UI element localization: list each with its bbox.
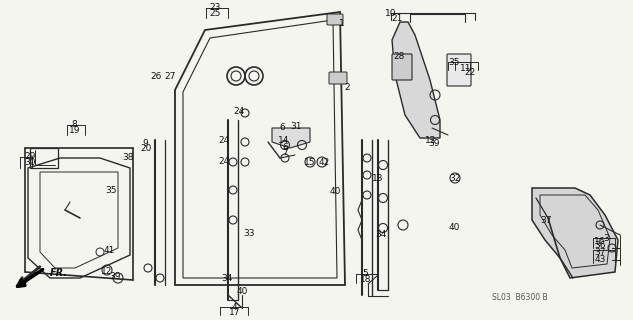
Text: 18: 18 xyxy=(360,276,371,284)
Text: 38: 38 xyxy=(123,153,134,162)
Text: 6: 6 xyxy=(282,143,288,152)
Text: 9: 9 xyxy=(142,139,149,148)
Text: 22: 22 xyxy=(464,68,475,77)
Text: 40: 40 xyxy=(330,187,341,196)
Text: 42: 42 xyxy=(318,158,330,167)
Text: 36: 36 xyxy=(594,241,606,250)
Text: 37: 37 xyxy=(594,248,606,257)
Text: 24: 24 xyxy=(234,107,245,116)
Text: 12: 12 xyxy=(101,267,112,276)
Text: 6: 6 xyxy=(279,123,285,132)
Text: 34: 34 xyxy=(221,274,232,283)
Text: 3: 3 xyxy=(603,234,609,243)
FancyBboxPatch shape xyxy=(392,54,412,80)
Text: 2: 2 xyxy=(344,84,349,92)
Text: 16: 16 xyxy=(594,237,606,246)
Polygon shape xyxy=(532,188,618,278)
FancyBboxPatch shape xyxy=(447,54,471,86)
Text: 5: 5 xyxy=(362,269,368,278)
Text: 14: 14 xyxy=(278,136,289,145)
Text: 27: 27 xyxy=(164,72,175,81)
Text: 40: 40 xyxy=(449,223,460,232)
Text: 31: 31 xyxy=(291,122,302,131)
Text: 34: 34 xyxy=(375,230,387,239)
Text: 33: 33 xyxy=(244,229,255,238)
Text: 43: 43 xyxy=(594,255,606,264)
Text: 24: 24 xyxy=(218,157,230,166)
Text: 12: 12 xyxy=(425,136,436,145)
Text: 41: 41 xyxy=(104,246,115,255)
Text: 24: 24 xyxy=(218,136,230,145)
Text: 26: 26 xyxy=(151,72,162,81)
Text: 17: 17 xyxy=(229,308,240,317)
FancyBboxPatch shape xyxy=(327,14,343,25)
Text: 8: 8 xyxy=(72,120,78,129)
Text: 25: 25 xyxy=(210,9,221,18)
Text: 15: 15 xyxy=(304,158,316,167)
Polygon shape xyxy=(392,22,440,138)
Text: 4: 4 xyxy=(232,303,237,312)
Text: 39: 39 xyxy=(110,272,121,281)
Polygon shape xyxy=(272,128,310,148)
Text: SL03  B6300 B: SL03 B6300 B xyxy=(492,293,548,302)
Text: 19: 19 xyxy=(69,126,80,135)
FancyBboxPatch shape xyxy=(329,72,347,84)
Text: 39: 39 xyxy=(428,140,439,148)
Text: 20: 20 xyxy=(140,144,151,153)
Text: 28: 28 xyxy=(393,52,404,61)
Text: 21: 21 xyxy=(392,14,403,23)
Text: 13: 13 xyxy=(372,174,383,183)
Text: 29: 29 xyxy=(25,152,36,161)
Text: 10: 10 xyxy=(385,9,397,18)
Text: 40: 40 xyxy=(236,287,248,296)
Text: 35: 35 xyxy=(449,58,460,67)
Text: 37: 37 xyxy=(540,216,551,225)
Text: FR.: FR. xyxy=(50,268,68,278)
Text: 32: 32 xyxy=(449,174,460,183)
Text: 11: 11 xyxy=(460,64,471,73)
Text: 23: 23 xyxy=(210,4,221,12)
Text: 35: 35 xyxy=(106,186,117,195)
Text: 30: 30 xyxy=(25,158,36,167)
Text: 7: 7 xyxy=(282,148,288,157)
Text: 1: 1 xyxy=(339,20,345,28)
